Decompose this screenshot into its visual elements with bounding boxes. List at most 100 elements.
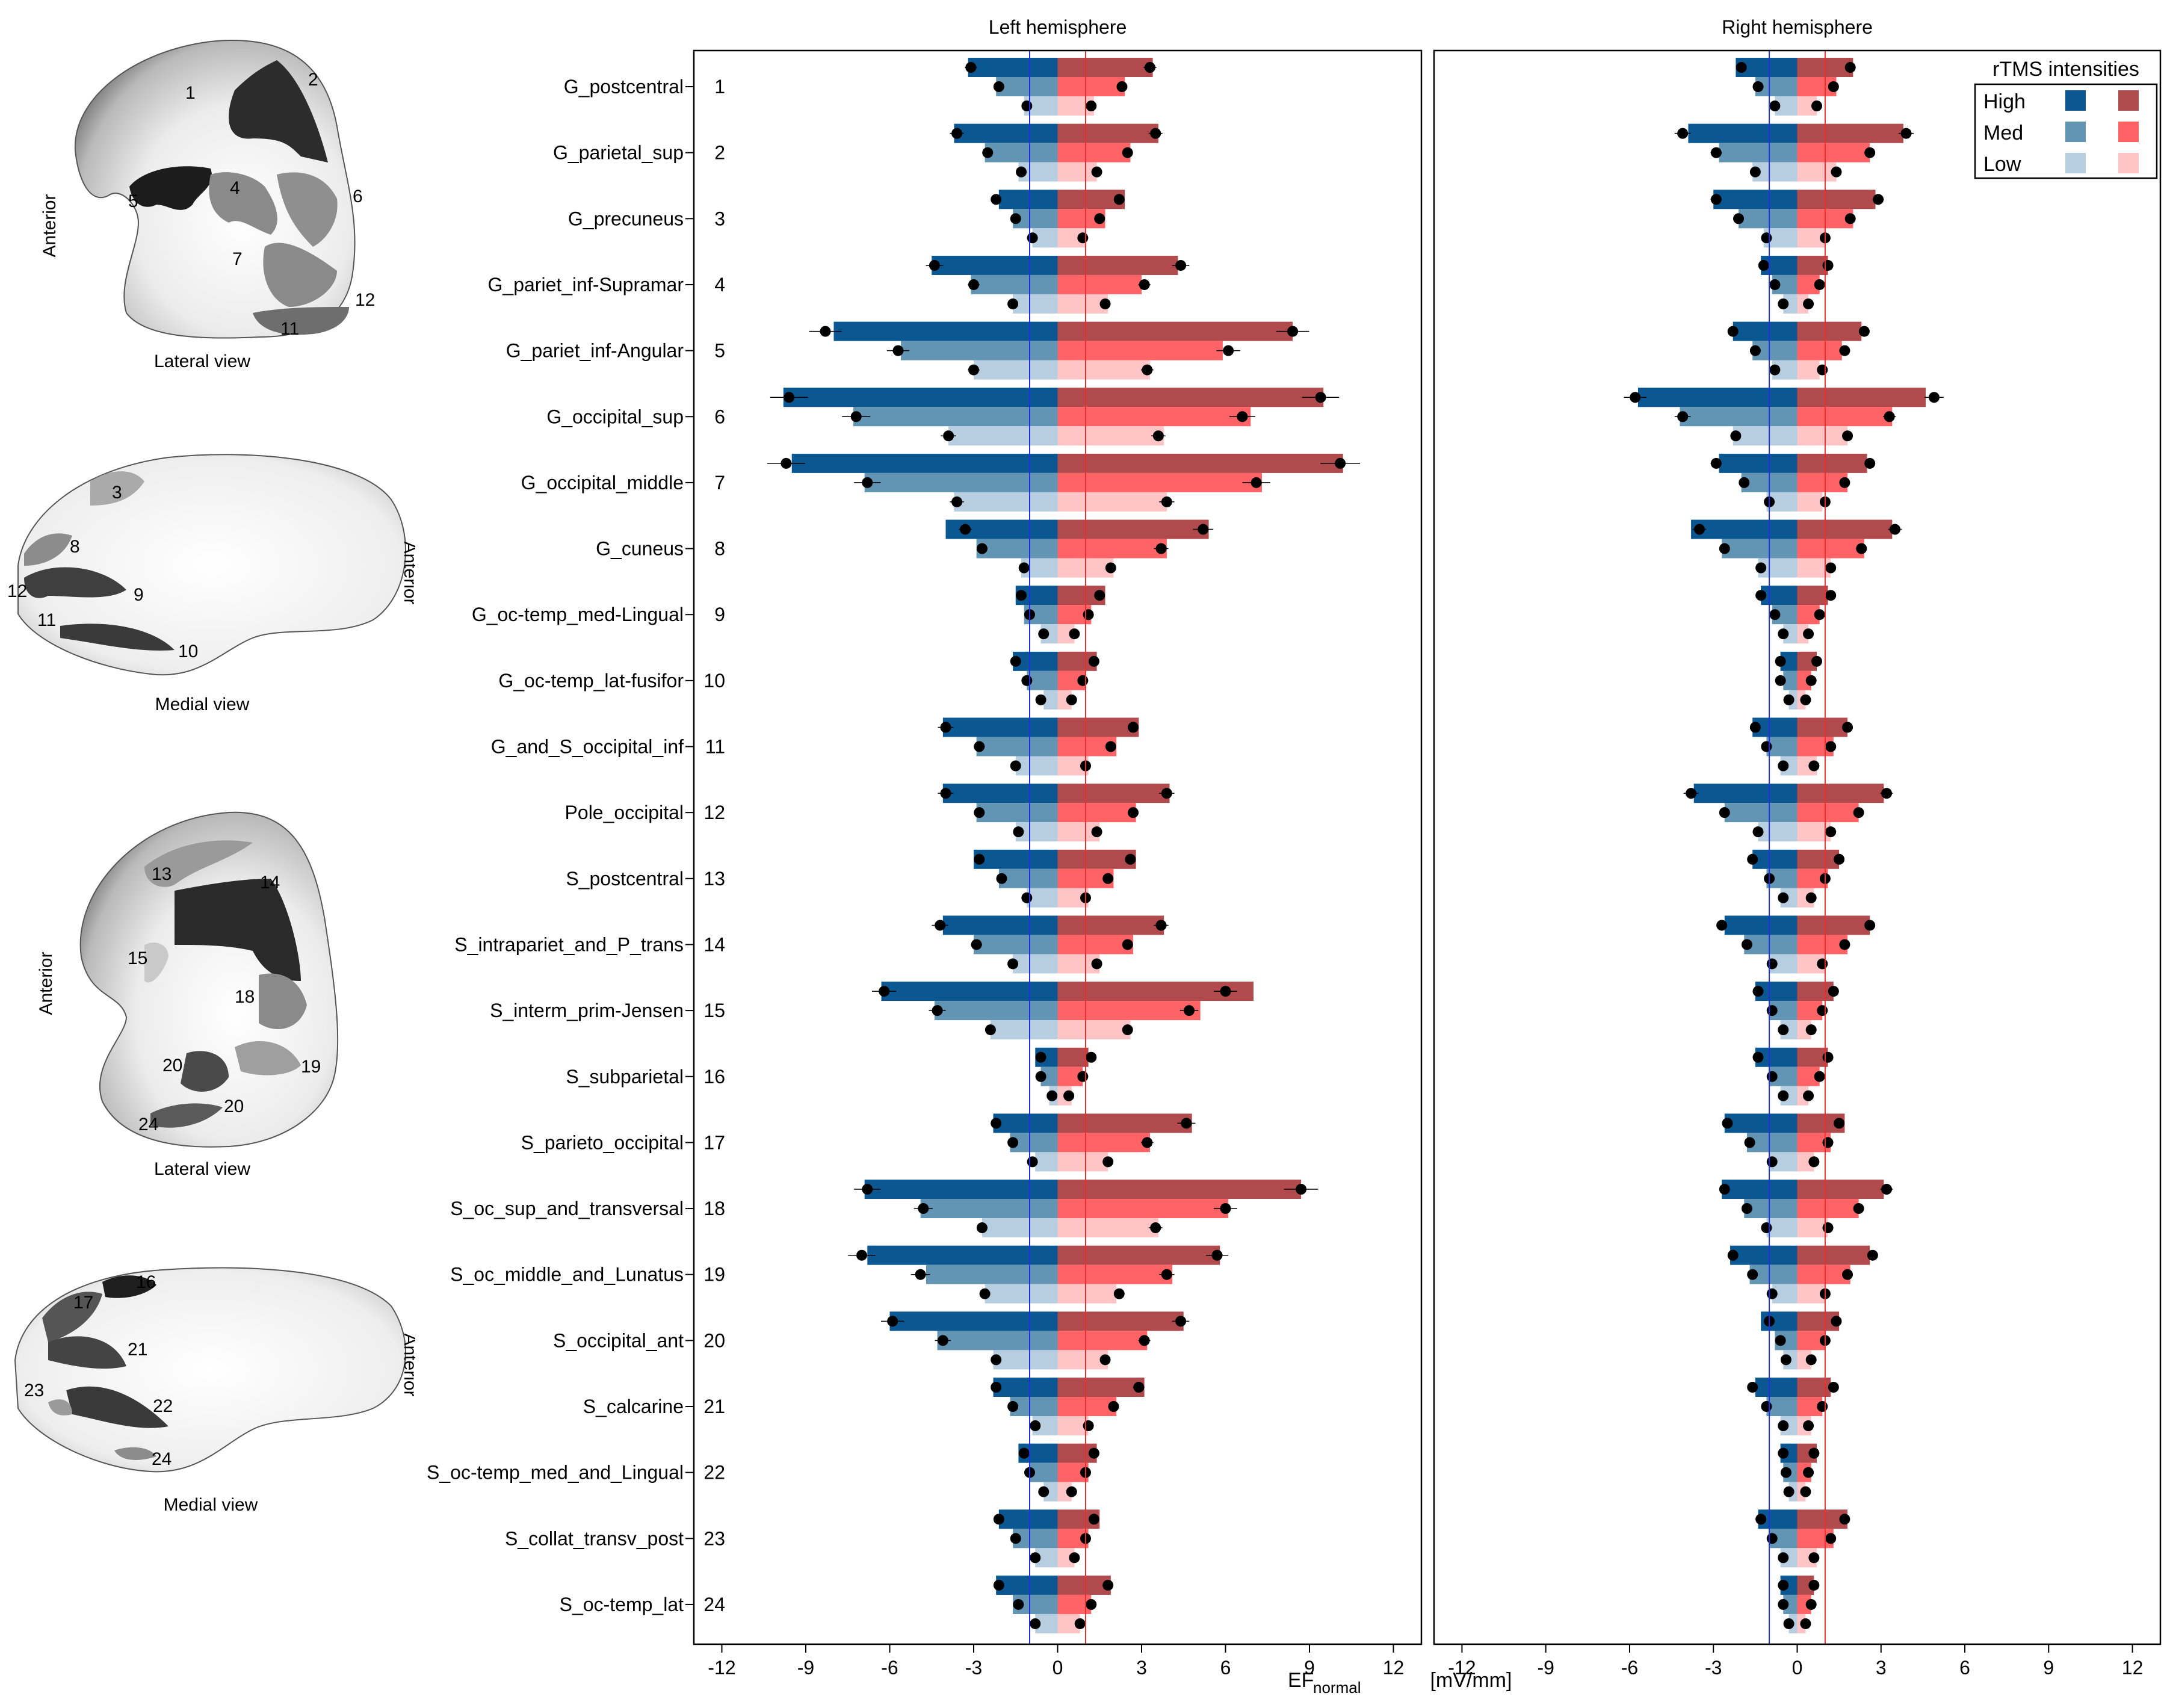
x-tick-label: 6 <box>1220 1657 1231 1679</box>
data-point <box>1839 477 1850 488</box>
bar-high-negative <box>1691 519 1798 539</box>
bar-low-negative <box>981 1218 1058 1238</box>
data-point <box>974 807 985 818</box>
bar-low-positive <box>1797 1350 1811 1370</box>
data-point <box>915 1269 926 1280</box>
bar-med-positive <box>1057 407 1251 427</box>
bar-high-positive <box>1057 849 1136 869</box>
data-point <box>1144 62 1155 73</box>
data-point <box>1150 128 1161 139</box>
bar-low-positive <box>1057 1020 1131 1040</box>
data-point <box>1108 1401 1119 1412</box>
data-point <box>1766 1288 1778 1299</box>
data-point <box>1077 232 1089 244</box>
bar-med-positive <box>1057 1264 1173 1284</box>
brain-medial-1-figure: 3 8 9 10 11 12 Anterior Medial view <box>7 454 420 714</box>
data-point <box>1778 1598 1789 1610</box>
data-point <box>1749 722 1761 733</box>
data-point <box>1105 741 1116 752</box>
data-point <box>1102 873 1114 884</box>
bar-high-negative <box>942 915 1058 935</box>
region-label: 5 <box>128 191 138 211</box>
data-point <box>965 62 977 73</box>
brain-region-23 <box>48 1399 72 1416</box>
data-point <box>1315 392 1326 403</box>
data-point <box>1122 939 1133 950</box>
brain-region-13 <box>144 840 253 887</box>
bar-low-positive <box>1797 162 1837 182</box>
data-point <box>1021 892 1033 903</box>
bar-high-positive <box>1057 1047 1089 1067</box>
data-point <box>1091 958 1102 970</box>
data-point <box>1719 543 1730 554</box>
data-point <box>1805 1354 1817 1366</box>
data-point <box>1739 477 1750 488</box>
x-tick-label: -9 <box>1537 1657 1554 1679</box>
region-label: 14 <box>260 873 280 893</box>
x-tick-label: 9 <box>2043 1657 2054 1679</box>
data-point <box>1083 609 1094 620</box>
data-point <box>1842 1269 1853 1280</box>
region-label: 18 <box>235 987 255 1007</box>
data-point <box>1858 326 1870 337</box>
data-point <box>1122 147 1133 158</box>
data-point <box>1088 1514 1099 1525</box>
region-label: 23 <box>24 1381 44 1400</box>
region-number: 21 <box>703 1396 725 1417</box>
data-point <box>993 81 1004 92</box>
data-point <box>1803 298 1814 309</box>
data-point <box>1775 675 1786 686</box>
data-point <box>1778 1090 1789 1101</box>
bar-med-negative <box>1744 1199 1798 1219</box>
x-tick-label: 0 <box>1053 1657 1063 1679</box>
data-point <box>951 128 963 139</box>
data-point <box>1817 1005 1828 1016</box>
region-label: 12 <box>355 290 375 310</box>
data-point <box>1722 1118 1733 1129</box>
data-point <box>1817 958 1828 970</box>
region-number: 13 <box>703 868 725 890</box>
brain-region-5 <box>129 166 212 210</box>
x-tick-label: 3 <box>1136 1657 1147 1679</box>
data-point <box>1805 892 1817 903</box>
data-point <box>1030 1618 1041 1629</box>
brain-region-7 <box>263 243 337 307</box>
data-point <box>1761 1401 1772 1412</box>
bar-high-negative <box>1722 1180 1798 1199</box>
data-point <box>1181 1118 1192 1129</box>
legend-swatch-negative <box>2065 90 2086 111</box>
bar-high-negative <box>1752 849 1798 869</box>
data-point <box>1083 1420 1094 1431</box>
data-point <box>991 194 1002 205</box>
brain-caption: Medial view <box>164 1495 258 1515</box>
legend-swatch-negative <box>2065 122 2086 142</box>
data-point <box>1761 741 1772 752</box>
x-tick-label: -12 <box>708 1657 735 1679</box>
brain-region-19 <box>235 1041 301 1075</box>
data-point <box>1016 166 1027 178</box>
bar-med-negative <box>1746 1133 1798 1153</box>
bar-low-negative <box>1043 690 1058 710</box>
bar-med-negative <box>1783 1594 1798 1614</box>
bar-low-negative <box>1043 1482 1058 1502</box>
y-tick-label: S_subparietal <box>566 1066 684 1088</box>
region-label: 2 <box>308 70 318 90</box>
bar-med-negative <box>1783 670 1798 690</box>
y-tick-label: G_parietal_sup <box>553 142 684 164</box>
bar-med-positive <box>1797 1199 1859 1219</box>
data-point <box>1780 1467 1791 1478</box>
y-tick-label: G_postcentral <box>564 76 684 97</box>
data-point <box>781 457 792 469</box>
data-point <box>1184 1005 1195 1016</box>
data-point <box>1046 1090 1058 1101</box>
bar-med-negative <box>926 1264 1058 1284</box>
data-point <box>1755 1514 1767 1525</box>
data-point <box>1016 590 1027 601</box>
data-point <box>1007 298 1019 309</box>
bar-high-negative <box>1713 190 1798 209</box>
bar-high-positive <box>1797 321 1862 341</box>
data-point <box>1889 524 1900 535</box>
bar-med-positive <box>1797 341 1842 360</box>
region-number: 19 <box>703 1264 725 1286</box>
bar-high-positive <box>1057 717 1139 737</box>
